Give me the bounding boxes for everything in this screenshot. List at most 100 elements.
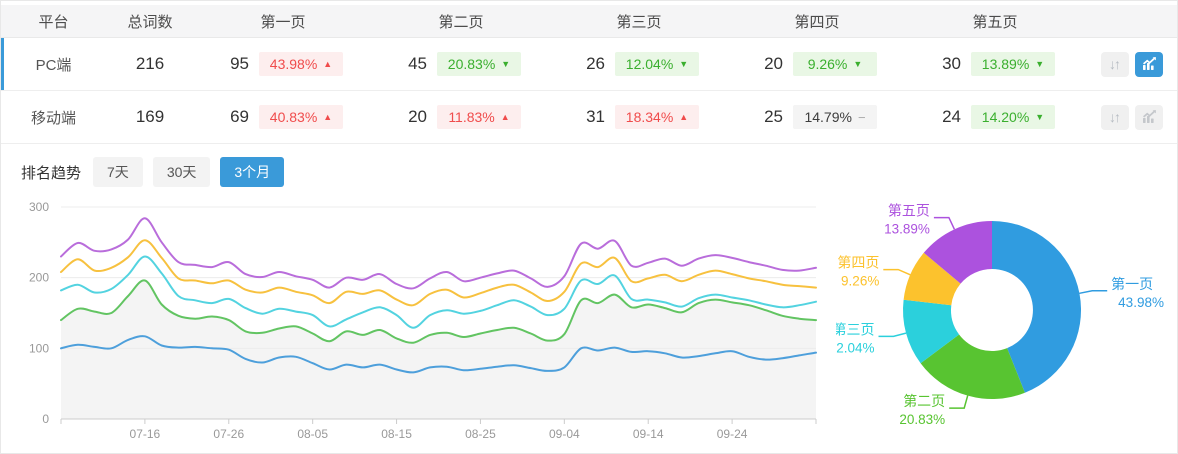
change-percent: 14.79% [804, 109, 852, 125]
y-axis-label: 200 [29, 271, 49, 285]
x-axis-label: 09-04 [549, 427, 580, 441]
column-header-6: 第五页 [972, 13, 1018, 31]
change-badge: 43.98% ▲ [259, 52, 343, 76]
page-cell: 69 40.83% ▲ [194, 105, 372, 129]
change-badge: 9.26% ▼ [793, 52, 877, 76]
page-count: 30 [942, 54, 961, 73]
page-count: 45 [408, 54, 427, 73]
table-body: PC端 216 95 43.98% ▲ 45 20.83% ▼ 26 12.04% ▼ 20 9.26%… [1, 38, 1177, 144]
column-header-3: 第二页 [438, 13, 484, 31]
page-cell: 20 9.26% ▼ [728, 52, 906, 76]
donut-slice-第一页[interactable] [992, 221, 1082, 393]
line-chart-svg: 爱站网 0 100 200 300 07-16 07-26 08-05 08-15 08-25 09… [29, 200, 817, 441]
donut-slice-第五页[interactable] [923, 221, 992, 284]
sort-button[interactable]: ↓↑ [1101, 51, 1129, 77]
slice-label-percent: 12.04% [836, 340, 874, 355]
slice-label-percent: 43.98% [1118, 295, 1164, 310]
total-words: 169 [135, 107, 165, 126]
page-cell: 31 18.34% ▲ [550, 105, 728, 129]
x-axis-label: 07-26 [213, 427, 244, 441]
page-cell: 24 14.20% ▼ [906, 105, 1084, 129]
x-axis-label: 08-15 [381, 427, 412, 441]
change-percent: 20.83% [447, 56, 496, 72]
slice-label-percent: 9.26% [841, 274, 879, 289]
column-header-4: 第三页 [616, 13, 662, 31]
up-arrow-icon: ▲ [323, 58, 333, 69]
change-percent: 43.98% [269, 56, 318, 72]
table-row[interactable]: PC端 216 95 43.98% ▲ 45 20.83% ▼ 26 12.04% ▼ 20 9.26%… [1, 38, 1177, 91]
trend-body: 爱站网 0 100 200 300 07-16 07-26 08-05 08-15 08-25 09… [1, 193, 1177, 453]
change-badge: 18.34% ▲ [615, 105, 699, 129]
total-words: 216 [135, 54, 165, 73]
x-axis-label: 09-14 [633, 427, 664, 441]
down-arrow-icon: ▼ [1035, 58, 1045, 69]
y-axis-label: 100 [29, 341, 49, 355]
change-badge: 11.83% ▲ [437, 105, 521, 129]
page-cell: 26 12.04% ▼ [550, 52, 728, 76]
donut-chart-svg: 第一页 43.98% 第二页 20.83% 第三页 12.04% 第四页 9.26% 第五页 13… [829, 203, 1164, 428]
sort-button[interactable]: ↓↑ [1101, 104, 1129, 130]
up-arrow-icon: ▲ [323, 111, 333, 122]
label-leader-line [878, 332, 907, 338]
change-badge: 40.83% ▲ [259, 105, 343, 129]
range-tabs: 7天 30天 3个月 [93, 157, 285, 187]
y-axis-label: 0 [42, 412, 49, 426]
series-area-fill [61, 280, 816, 419]
sort-arrows-icon: ↓↑ [1109, 56, 1121, 72]
x-axis-label: 08-25 [465, 427, 496, 441]
label-leader-line [883, 268, 911, 276]
x-axis-label: 07-16 [130, 427, 161, 441]
page-count: 25 [764, 107, 783, 126]
range-tab-0[interactable]: 7天 [93, 157, 143, 187]
change-percent: 14.20% [981, 109, 1030, 125]
page-count: 24 [942, 107, 961, 126]
down-arrow-icon: ▼ [853, 58, 863, 69]
page-count: 69 [230, 107, 249, 126]
change-badge: 20.83% ▼ [437, 52, 521, 76]
trend-title: 排名趋势 [21, 164, 82, 182]
chart-toggle-button[interactable] [1135, 51, 1163, 77]
platform-name: PC端 [35, 56, 72, 74]
series-line-第一页 [60, 335, 817, 374]
label-leader-line [1079, 290, 1108, 295]
change-percent: 13.89% [981, 56, 1030, 72]
up-arrow-icon: ▲ [500, 111, 510, 122]
trend-line-chart: 爱站网 0 100 200 300 07-16 07-26 08-05 08-15 08-25 09… [1, 193, 836, 453]
page-count: 20 [408, 107, 427, 126]
page-count: 26 [586, 54, 605, 73]
change-badge: 14.79% − [793, 105, 877, 129]
trend-toolbar: 排名趋势 7天 30天 3个月 [1, 144, 1177, 193]
label-leader-line [933, 216, 956, 230]
change-percent: 11.83% [448, 109, 495, 125]
page-cell: 20 11.83% ▲ [372, 105, 550, 129]
slice-label-name: 第一页 [1111, 276, 1153, 292]
slice-label-percent: 20.83% [899, 412, 945, 427]
range-tab-2[interactable]: 3个月 [220, 157, 285, 187]
row-actions: ↓↑ [1084, 51, 1177, 77]
x-axis-label: 08-05 [297, 427, 328, 441]
watermark-text: 爱站网 [387, 273, 525, 325]
down-arrow-icon: ▼ [1035, 111, 1045, 122]
series-line-第二页 [60, 279, 817, 344]
column-header-2: 第一页 [260, 13, 306, 31]
page-distribution-donut: 第一页 43.98% 第二页 20.83% 第三页 12.04% 第四页 9.26% 第五页 13… [829, 193, 1177, 453]
series-line-第三页 [60, 255, 817, 329]
down-arrow-icon: ▼ [679, 58, 689, 69]
donut-slice-第二页[interactable] [920, 334, 1025, 400]
rank-table: 平台 总词数 第一页 第二页 第三页 第四页 第五页 PC端 216 95 43.98% ▲ 45 20… [1, 1, 1177, 144]
chart-toggle-button[interactable] [1135, 104, 1163, 130]
range-tab-1[interactable]: 30天 [152, 157, 211, 187]
y-axis-label: 300 [29, 200, 49, 214]
donut-slice-第四页[interactable] [903, 252, 961, 306]
table-header-row: 平台 总词数 第一页 第二页 第三页 第四页 第五页 [1, 5, 1177, 38]
slice-label-name: 第三页 [836, 321, 874, 337]
flat-arrow-icon: − [857, 109, 866, 125]
table-row[interactable]: 移动端 169 69 40.83% ▲ 20 11.83% ▲ 31 18.34% ▲ 25 14.79… [1, 91, 1177, 144]
page-cell: 25 14.79% − [728, 105, 906, 129]
x-axis-label: 09-24 [717, 427, 748, 441]
donut-slice-第三页[interactable] [902, 299, 960, 364]
sort-arrows-icon: ↓↑ [1109, 109, 1121, 125]
column-header-0: 平台 [38, 13, 69, 31]
up-arrow-icon: ▲ [679, 111, 689, 122]
platform-name: 移动端 [30, 109, 76, 127]
